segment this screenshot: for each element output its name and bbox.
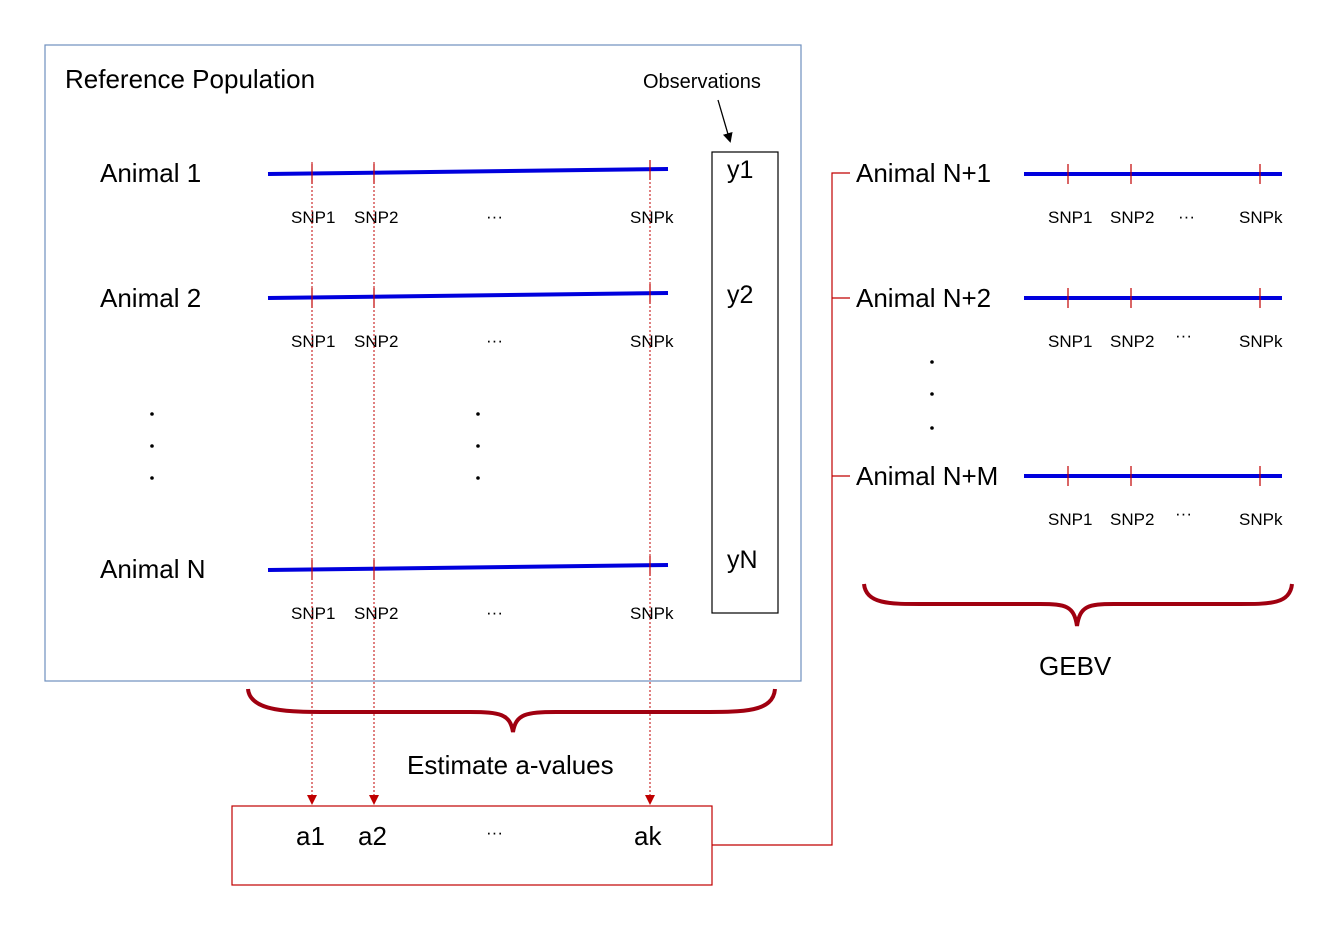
animal-1-label: Animal 1 — [100, 158, 201, 188]
animal-n-label: Animal N — [100, 554, 205, 584]
candidate-snp-ticks — [1067, 164, 1261, 486]
vertical-ellipsis-animals — [150, 412, 154, 480]
animal-n2-label: Animal N+2 — [856, 283, 991, 313]
observations-box — [711, 151, 779, 614]
animal-n-snp1: SNP1 — [291, 604, 335, 623]
animal-1-chromosome — [267, 167, 669, 176]
animal-2-snp1: SNP1 — [291, 332, 335, 351]
animal-n-snpk: SNPk — [630, 604, 674, 623]
animal-n2-snp-ellipsis: ··· — [1175, 326, 1192, 345]
animal-1-snp1: SNP1 — [291, 208, 335, 227]
animal-n2-snp1: SNP1 — [1048, 332, 1092, 351]
animal-2-label: Animal 2 — [100, 283, 201, 313]
animal-n-snp2: SNP2 — [354, 604, 398, 623]
observation-y1: y1 — [727, 156, 753, 184]
animal-n1-label: Animal N+1 — [856, 158, 991, 188]
animal-nm-snp-ellipsis: ··· — [1175, 504, 1192, 523]
animal-nm-label: Animal N+M — [856, 461, 998, 491]
reference-snp-ticks — [311, 160, 651, 580]
animal-n2-snpk: SNPk — [1239, 332, 1283, 351]
animal-1-snpk: SNPk — [630, 208, 674, 227]
animal-n1-snp2: SNP2 — [1110, 208, 1154, 227]
observation-y2: y2 — [727, 281, 753, 309]
animal-n-chromosome — [267, 563, 669, 572]
animal-1-snp2: SNP2 — [354, 208, 398, 227]
estimate-a-values-label: Estimate a-values — [407, 750, 614, 780]
animal-2-snpk: SNPk — [630, 332, 674, 351]
observations-arrow — [717, 99, 733, 143]
animal-n1-snpk: SNPk — [1239, 208, 1283, 227]
animal-n1-snp1: SNP1 — [1048, 208, 1092, 227]
gebv-label: GEBV — [1039, 651, 1112, 681]
animal-2-chromosome — [267, 291, 669, 300]
animal-1-snp-ellipsis: ··· — [486, 207, 503, 226]
vertical-ellipsis-candidates — [930, 360, 934, 430]
a-ellipsis: ··· — [486, 823, 503, 842]
observations-label: Observations — [643, 71, 761, 93]
animal-n2-snp2: SNP2 — [1110, 332, 1154, 351]
vertical-ellipsis-snps — [476, 412, 480, 480]
estimate-brace — [246, 688, 777, 733]
animal-n1-snp-ellipsis: ··· — [1178, 207, 1195, 226]
animal-2-snp2: SNP2 — [354, 332, 398, 351]
animal-nm-snp1: SNP1 — [1048, 510, 1092, 529]
gebv-brace — [862, 583, 1294, 627]
ak-value: ak — [634, 821, 662, 851]
observation-yn: yN — [727, 546, 758, 574]
animal-nm-snp2: SNP2 — [1110, 510, 1154, 529]
reference-population-title: Reference Population — [65, 64, 315, 94]
animal-nm-snpk: SNPk — [1239, 510, 1283, 529]
animal-2-snp-ellipsis: ··· — [486, 331, 503, 350]
reference-population-box — [44, 44, 802, 682]
a2-value: a2 — [358, 821, 387, 851]
a-values-connector — [712, 172, 850, 846]
a1-value: a1 — [296, 821, 325, 851]
animal-n-snp-ellipsis: ··· — [486, 603, 503, 622]
